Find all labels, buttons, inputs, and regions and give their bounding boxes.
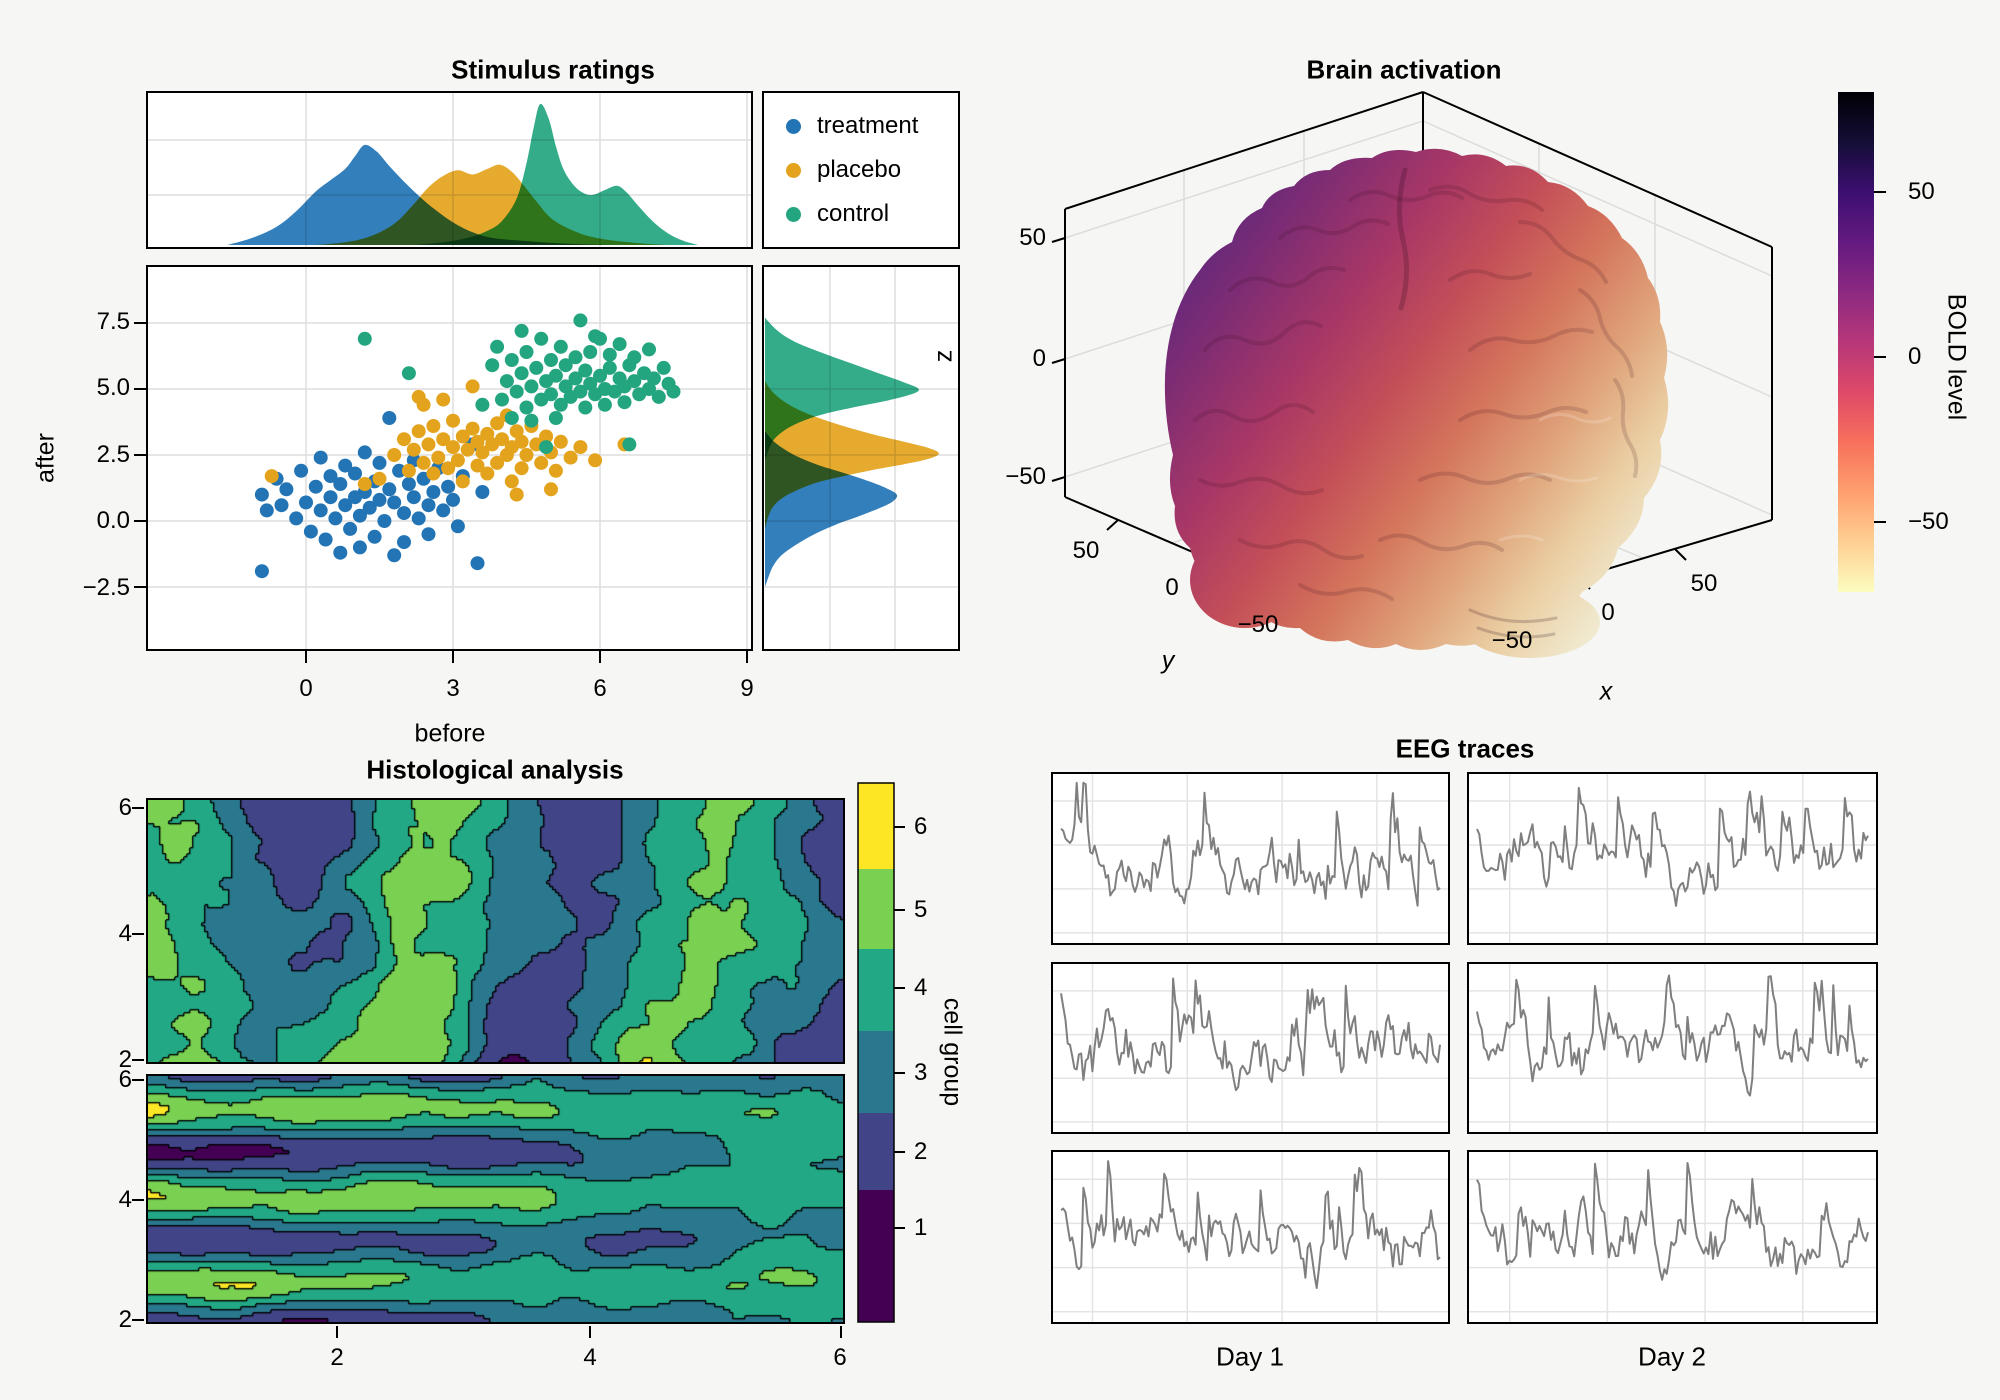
scatter-xtick: 9 <box>740 675 754 702</box>
eeg-day2-label: Day 2 <box>1638 1341 1706 1372</box>
eeg-panel-r3c1 <box>1051 1150 1450 1324</box>
brain-title: Brain activation <box>1306 54 1502 85</box>
cell-cbar-label: cell group <box>938 997 967 1107</box>
scatter-xtick: 6 <box>593 675 607 702</box>
hist-top-ytick: 2 <box>118 1046 132 1073</box>
stimulus-right-density-panel <box>762 265 960 651</box>
hist-bot-ytick: 4 <box>118 1186 132 1213</box>
scatter-xtick: 0 <box>299 675 313 702</box>
brain-ytick: −50 <box>1237 611 1279 638</box>
scatter-xlabel: before <box>414 719 486 748</box>
treatment-marker-icon <box>786 118 801 134</box>
brain-ylabel: y <box>1161 646 1175 675</box>
hist-top-ytick: 4 <box>118 920 132 947</box>
hist-bot-ytick: 2 <box>118 1306 132 1333</box>
legend-item-treatment: treatment <box>786 112 919 139</box>
gyri-texture <box>1193 184 1639 601</box>
marginal-zlabel: z <box>929 349 958 363</box>
scatter-ytick: 0.0 <box>96 507 130 534</box>
eeg-panel-r1c2 <box>1467 772 1878 945</box>
cell-cbar-tick: 4 <box>914 974 928 1001</box>
brain-ytick: 0 <box>1165 574 1179 601</box>
longitudinal-fissure <box>1396 167 1410 311</box>
eeg-panel-r2c1 <box>1051 962 1450 1134</box>
cell-cbar-tick: 2 <box>914 1138 928 1165</box>
brain-ztick: −50 <box>1005 463 1046 490</box>
hist-xtick: 4 <box>583 1344 597 1371</box>
legend-item-control: control <box>786 200 890 227</box>
brain-xlabel: x <box>1599 677 1613 706</box>
stimulus-top-density-panel <box>146 91 753 249</box>
scatter-xtick: 3 <box>446 675 460 702</box>
brain-xtick: 0 <box>1601 599 1615 626</box>
eeg-title: EEG traces <box>1395 733 1535 764</box>
histology-title: Histological analysis <box>366 754 624 785</box>
histology-top-contour-panel <box>146 798 845 1064</box>
bold-cbar-tick: 0 <box>1908 343 1922 370</box>
eeg-panel-r3c2 <box>1467 1150 1878 1324</box>
bold-cbar-tick: −50 <box>1908 508 1949 535</box>
stimulus-scatter-panel <box>146 265 753 651</box>
legend-label: control <box>817 200 890 227</box>
placebo-marker-icon <box>786 162 801 178</box>
bold-cbar-label: BOLD level <box>1942 293 1971 421</box>
brain-xtick: 50 <box>1690 570 1718 597</box>
control-marker-icon <box>786 206 801 222</box>
cell-cbar-tick: 1 <box>914 1214 928 1241</box>
brain-ztick: 50 <box>1019 224 1046 251</box>
eeg-day1-label: Day 1 <box>1216 1341 1284 1372</box>
scatter-ylabel: after <box>31 432 60 484</box>
cell-cbar-tick: 6 <box>914 813 928 840</box>
legend-item-placebo: placebo <box>786 156 902 183</box>
hist-bot-ytick: 6 <box>118 1066 132 1093</box>
eeg-panel-r2c2 <box>1467 962 1878 1134</box>
hist-top-ytick: 6 <box>118 794 132 821</box>
contour-canvas-top <box>148 800 843 1062</box>
brain-ztick: 0 <box>1032 345 1046 372</box>
scatter-ytick: 2.5 <box>96 441 130 468</box>
contour-canvas-bottom <box>148 1076 843 1322</box>
cell-cbar-tick: 5 <box>914 896 928 923</box>
scatter-ytick: 7.5 <box>96 308 130 335</box>
legend-label: treatment <box>817 112 919 139</box>
stimulus-title: Stimulus ratings <box>451 54 655 85</box>
bold-cbar-tick: 50 <box>1908 178 1935 205</box>
histology-bottom-contour-panel <box>146 1074 845 1324</box>
brain-mesh <box>1164 148 1669 658</box>
cell-cbar-tick: 3 <box>914 1059 928 1086</box>
hist-xtick: 2 <box>330 1344 344 1371</box>
stimulus-legend: treatment placebo control <box>762 91 960 249</box>
brain-ytick: 50 <box>1072 537 1100 564</box>
eeg-panel-r1c1 <box>1051 772 1450 945</box>
scatter-ytick: −2.5 <box>82 574 130 601</box>
hist-xtick: 6 <box>833 1344 847 1371</box>
brain-xtick: −50 <box>1491 627 1533 654</box>
legend-label: placebo <box>817 156 902 183</box>
scatter-ytick: 5.0 <box>96 374 130 401</box>
highlight-texture <box>1498 413 1612 542</box>
